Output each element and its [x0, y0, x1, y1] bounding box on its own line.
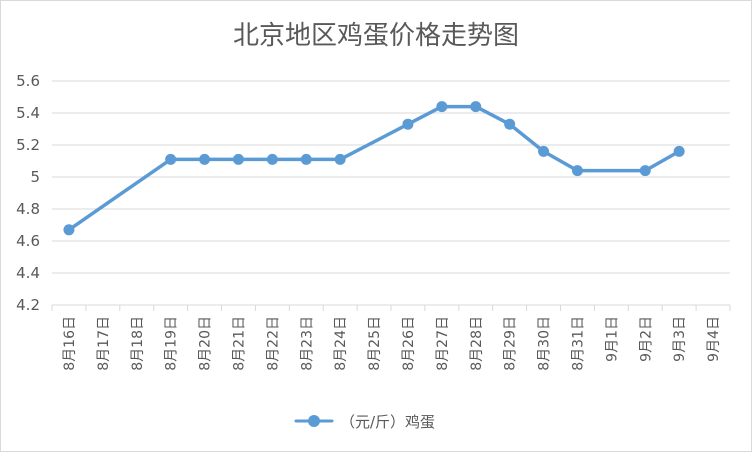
- x-tick-label: 8月17日: [96, 316, 112, 371]
- series-line: [67, 104, 681, 232]
- y-tick-label: 4.6: [16, 232, 40, 250]
- x-tick-label: 8月24日: [333, 316, 349, 371]
- data-point-8月24日: [334, 153, 346, 165]
- x-tick-label: 8月16日: [62, 316, 78, 371]
- y-tick-label: 4.4: [16, 264, 40, 282]
- x-tick-label: 8月31日: [570, 316, 586, 371]
- x-tick-label: 9月3日: [672, 316, 688, 362]
- data-point-8月19日: [165, 153, 177, 165]
- data-point-8月27日: [436, 101, 448, 113]
- x-tick-label: 8月26日: [401, 316, 417, 371]
- x-tick-label: 8月22日: [265, 316, 281, 371]
- data-point-9月3日: [673, 145, 685, 157]
- x-tick-label: 8月28日: [469, 316, 485, 371]
- data-point-8月16日: [63, 224, 75, 236]
- y-tick-label: 4.8: [16, 200, 40, 218]
- chart-title: 北京地区鸡蛋价格走势图: [233, 21, 519, 51]
- x-tick-label: 8月27日: [435, 316, 451, 371]
- x-tick-label: 8月25日: [367, 316, 383, 371]
- y-tick-label: 5: [30, 168, 40, 186]
- data-point-8月30日: [538, 145, 550, 157]
- grid-lines: [52, 80, 730, 306]
- legend-label: （元/斤）鸡蛋: [340, 413, 435, 431]
- data-point-8月21日: [232, 153, 244, 165]
- x-tick-label: 9月4日: [706, 316, 722, 362]
- data-point-8月31日: [571, 165, 583, 177]
- x-tick-label: 8月18日: [130, 316, 146, 371]
- data-point-9月2日: [639, 165, 651, 177]
- y-axis-ticks: 4.2 4.4 4.6 4.8 5 5.2 5.4 5.6: [16, 72, 40, 314]
- y-tick-label: 5.2: [16, 136, 40, 154]
- x-tick-label: 8月21日: [231, 316, 247, 371]
- y-tick-label: 5.6: [16, 72, 40, 90]
- x-tick-label: 8月29日: [503, 316, 519, 371]
- x-tick-label: 9月1日: [604, 316, 620, 362]
- y-tick-label: 5.4: [16, 104, 40, 122]
- data-point-8月26日: [402, 118, 414, 130]
- x-tick-label: 8月19日: [164, 316, 180, 371]
- x-tick-label: 8月30日: [537, 316, 553, 371]
- legend: （元/斤）鸡蛋: [294, 413, 435, 431]
- data-point-8月22日: [266, 153, 278, 165]
- data-point-8月20日: [199, 153, 211, 165]
- legend-dot-marker: [308, 415, 320, 427]
- x-tick-label: 8月20日: [198, 316, 214, 371]
- x-tick-label: 9月2日: [638, 316, 654, 362]
- series-layer: [63, 101, 685, 236]
- x-axis-ticks: 8月16日 8月17日 8月18日 8月19日 8月20日 8月21日 8月22日 8月23日…: [51, 305, 731, 371]
- x-tick-label: 8月23日: [299, 316, 315, 371]
- data-point-8月29日: [504, 118, 516, 130]
- y-tick-label: 4.2: [16, 296, 40, 314]
- data-point-8月28日: [470, 101, 482, 113]
- data-point-8月23日: [300, 153, 312, 165]
